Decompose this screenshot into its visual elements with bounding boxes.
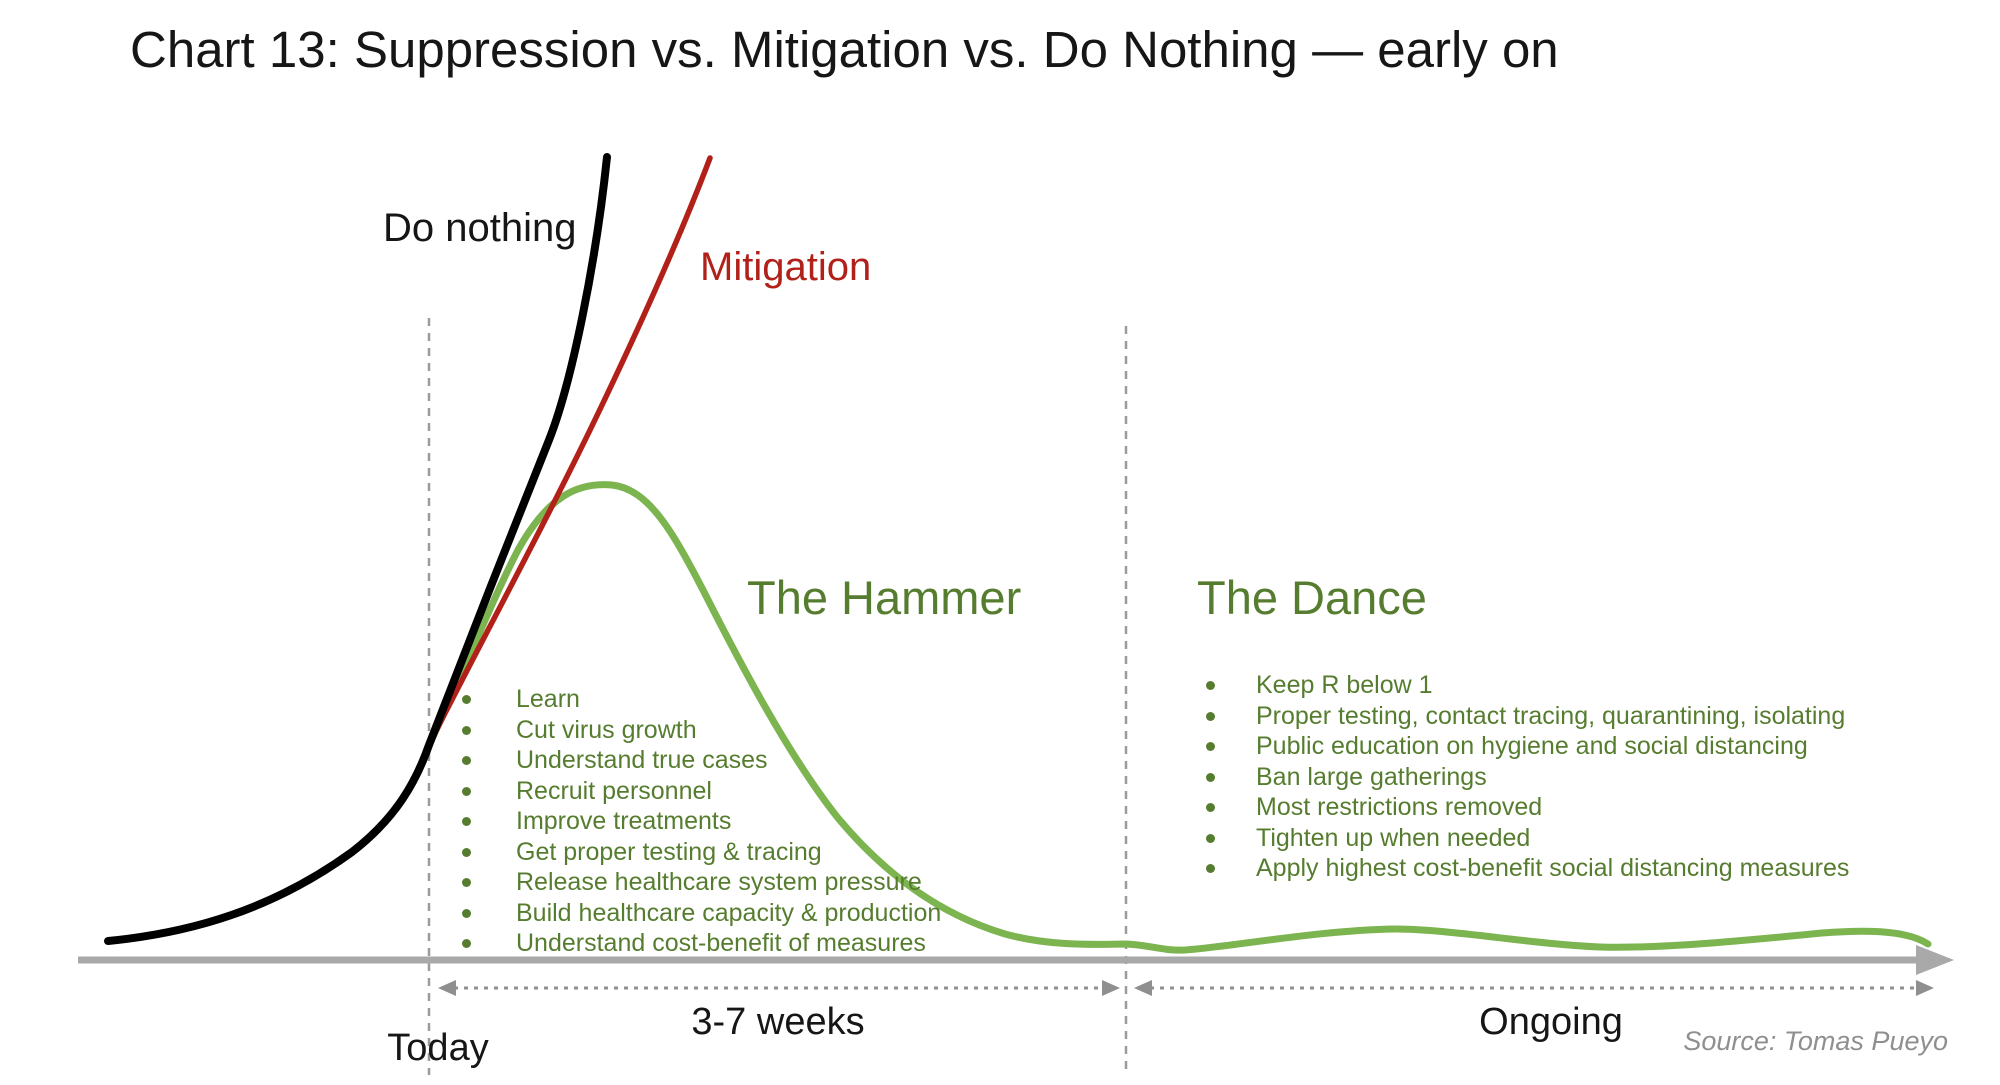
hammer-span-left-arrowhead-icon bbox=[438, 980, 456, 996]
list-item: Keep R below 1 bbox=[1206, 670, 1849, 701]
list-item: Get proper testing & tracing bbox=[462, 837, 941, 868]
time-axis-arrowhead-icon bbox=[1916, 945, 1954, 975]
list-item: Apply highest cost-benefit social distan… bbox=[1206, 853, 1849, 884]
dance-span-right-arrowhead-icon bbox=[1916, 980, 1934, 996]
list-item: Understand true cases bbox=[462, 745, 941, 776]
list-item: Most restrictions removed bbox=[1206, 792, 1849, 823]
hammer-bullet-list: Learn Cut virus growth Understand true cas… bbox=[462, 684, 941, 959]
list-item: Ban large gatherings bbox=[1206, 762, 1849, 793]
list-item: Improve treatments bbox=[462, 806, 941, 837]
list-item: Recruit personnel bbox=[462, 776, 941, 807]
list-item: Build healthcare capacity & production bbox=[462, 898, 941, 929]
list-item: Public education on hygiene and social d… bbox=[1206, 731, 1849, 762]
dance-bullet-list: Keep R below 1 Proper testing, contact tr… bbox=[1206, 670, 1849, 884]
list-item: Release healthcare system pressure bbox=[462, 867, 941, 898]
mitigation-curve bbox=[426, 155, 713, 748]
dance-duration-label: Ongoing bbox=[1479, 1001, 1623, 1043]
dance-span-left-arrowhead-icon bbox=[1134, 980, 1152, 996]
mitigation-curve-label: Mitigation bbox=[700, 245, 872, 289]
hammer-phase-title: The Hammer bbox=[747, 571, 1022, 624]
chart-title: Chart 13: Suppression vs. Mitigation vs.… bbox=[130, 21, 1559, 78]
dance-phase-title: The Dance bbox=[1197, 571, 1427, 624]
list-item: Understand cost-benefit of measures bbox=[462, 928, 941, 959]
do-nothing-curve-label: Do nothing bbox=[383, 206, 577, 250]
list-item: Cut virus growth bbox=[462, 715, 941, 746]
list-item: Learn bbox=[462, 684, 941, 715]
hammer-span-right-arrowhead-icon bbox=[1102, 980, 1120, 996]
list-item: Tighten up when needed bbox=[1206, 823, 1849, 854]
do-nothing-curve bbox=[104, 153, 611, 945]
suppression-curve bbox=[425, 481, 1932, 954]
source-credit: Source: Tomas Pueyo bbox=[1683, 1026, 1948, 1056]
list-item: Proper testing, contact tracing, quarant… bbox=[1206, 701, 1849, 732]
hammer-duration-label: 3-7 weeks bbox=[691, 1001, 865, 1043]
today-label: Today bbox=[387, 1027, 489, 1069]
